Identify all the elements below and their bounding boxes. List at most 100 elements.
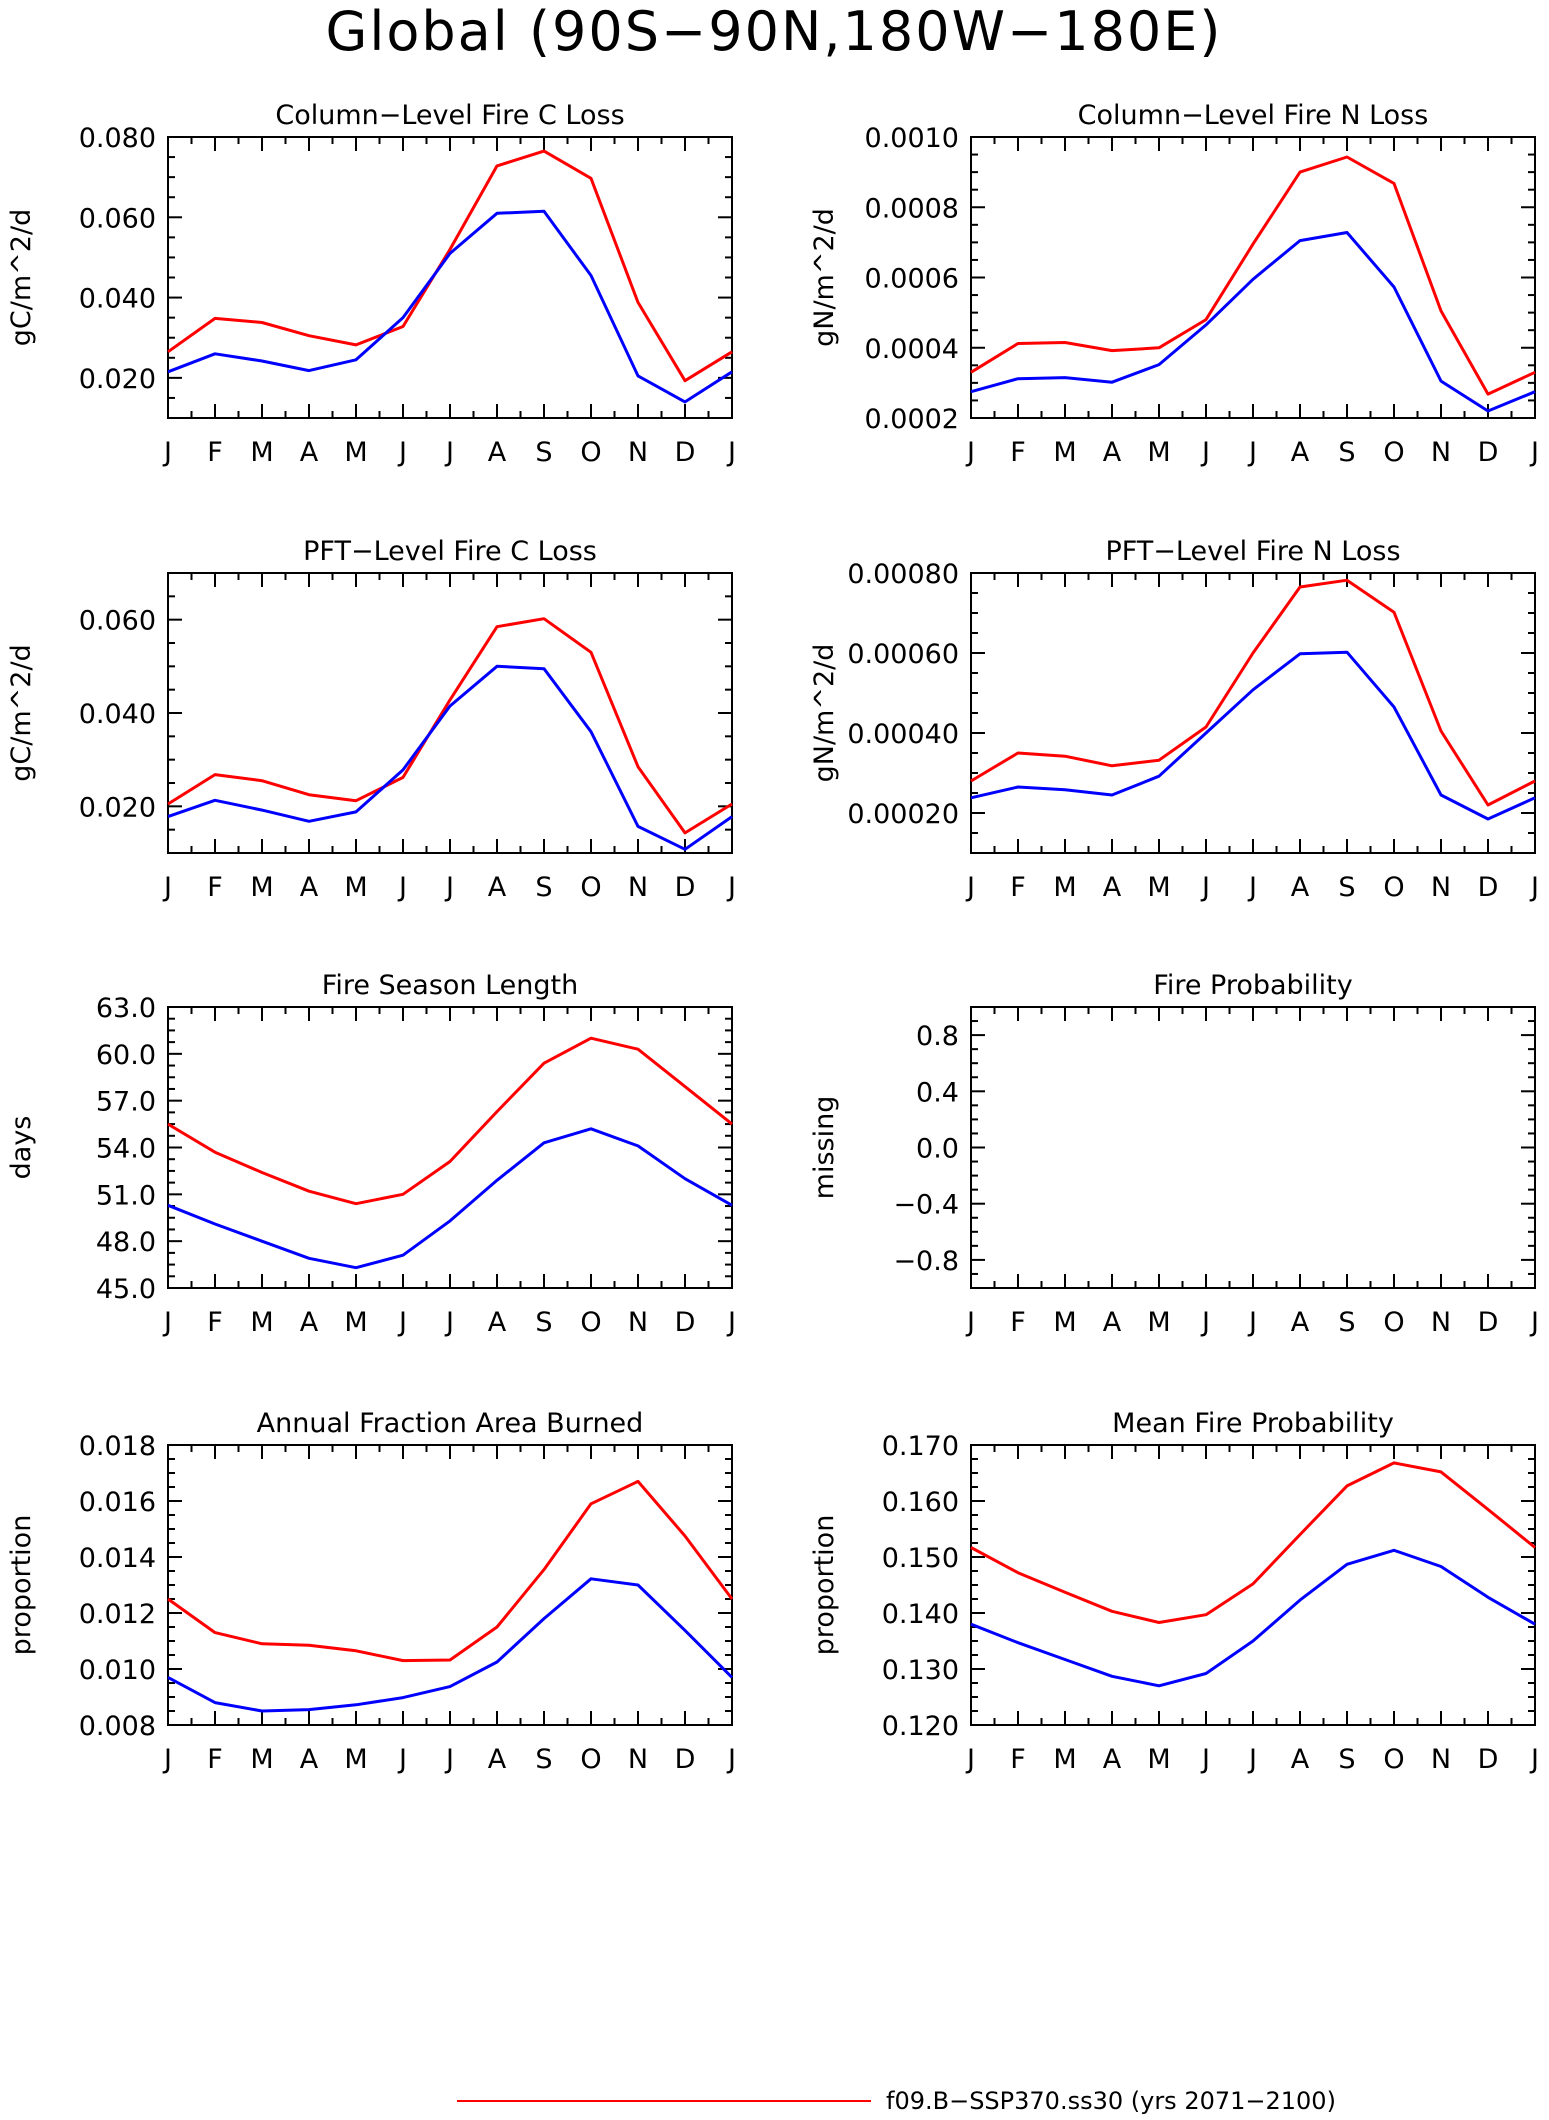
x-tick-label: A [1291,872,1310,903]
series-line-red [970,1461,1536,1624]
x-tick-label: O [580,1307,601,1338]
x-tick-label: J [726,1307,736,1338]
x-tick-label: J [1529,1744,1539,1775]
legend: f09.B−SSP370.ss30 (yrs 2071−2100) [457,2087,1336,2115]
x-tick-label: S [535,872,552,903]
y-axis-label: missing [809,1096,840,1200]
x-tick-label: A [300,1744,319,1775]
y-tick-label: 0.4 [916,1077,959,1108]
y-tick-label: 0.120 [882,1711,959,1742]
y-tick-label: 45.0 [96,1274,156,1305]
x-tick-label: S [535,1744,552,1775]
x-tick-label: J [965,437,975,468]
x-tick-label: S [535,437,552,468]
x-tick-label: A [1103,1744,1122,1775]
chart-title: Mean Fire Probability [1112,1408,1394,1439]
x-tick-label: D [675,872,696,903]
series-line-red [167,1479,734,1663]
y-tick-label: 0.040 [79,699,156,730]
x-tick-label: M [1147,1744,1170,1775]
chart-title: Annual Fraction Area Burned [257,1408,644,1439]
x-tick-label: A [1291,437,1310,468]
plot-frame [167,136,733,419]
y-tick-label: 0.040 [79,284,156,315]
y-axis-label: gN/m^2/d [809,208,840,347]
y-tick-label: 0.060 [79,203,156,234]
x-tick-label: M [250,1307,273,1338]
y-axis-label: gC/m^2/d [6,644,37,781]
figure-title: Global (90S−90N,180W−180E) [326,0,1223,63]
x-tick-label: J [1247,872,1257,903]
x-tick-label: N [1431,437,1451,468]
x-tick-label: D [675,1307,696,1338]
x-tick-label: D [1478,437,1499,468]
y-tick-label: 0.0004 [865,334,959,365]
x-tick-label: O [580,872,601,903]
y-tick-label: 0.010 [79,1655,156,1686]
plot-frame [167,1006,733,1289]
x-tick-label: A [1103,437,1122,468]
x-tick-label: J [1529,437,1539,468]
y-tick-label: 48.0 [96,1227,156,1258]
y-tick-label: 0.130 [882,1655,959,1686]
x-tick-label: A [300,437,319,468]
x-tick-label: N [1431,1744,1451,1775]
y-tick-label: 0.020 [79,792,156,823]
x-tick-label: M [250,437,273,468]
x-tick-label: D [675,1744,696,1775]
x-tick-label: J [726,872,736,903]
chart-title: PFT−Level Fire N Loss [1105,536,1400,567]
x-tick-label: O [580,1744,601,1775]
x-tick-label: J [397,437,407,468]
x-tick-label: J [444,437,454,468]
x-tick-label: M [1053,872,1076,903]
x-tick-label: J [444,1744,454,1775]
x-tick-label: D [1478,1744,1499,1775]
x-tick-label: M [1053,1744,1076,1775]
x-tick-label: J [1200,872,1210,903]
x-tick-label: F [1010,437,1026,468]
y-tick-label: 0.00020 [847,799,959,830]
x-tick-label: M [250,1744,273,1775]
x-tick-label: M [1053,1307,1076,1338]
y-tick-label: 63.0 [96,993,156,1024]
x-tick-label: A [1103,1307,1122,1338]
x-tick-label: O [1383,872,1404,903]
y-tick-label: 0.014 [79,1543,156,1574]
x-tick-label: F [1010,1744,1026,1775]
x-tick-label: S [535,1307,552,1338]
y-tick-label: 0.00060 [847,639,959,670]
x-tick-label: N [628,1307,648,1338]
x-tick-label: S [1338,437,1355,468]
x-tick-label: J [397,1307,407,1338]
series-line-red [167,617,733,835]
x-tick-label: F [207,1744,223,1775]
y-tick-label: 57.0 [96,1087,156,1118]
x-tick-label: M [1147,872,1170,903]
y-tick-label: 0.020 [79,364,156,395]
x-tick-label: D [1478,872,1499,903]
x-tick-label: J [444,872,454,903]
x-tick-label: J [1200,1744,1210,1775]
x-tick-label: D [675,437,696,468]
x-tick-label: O [580,437,601,468]
y-tick-label: 54.0 [96,1134,156,1165]
series-line-blue [167,664,733,851]
y-tick-label: 0.170 [882,1431,959,1462]
x-tick-label: N [628,1744,648,1775]
x-tick-label: J [444,1307,454,1338]
y-tick-label: 0.0 [916,1134,959,1165]
x-tick-label: J [1200,1307,1210,1338]
y-tick-label: 0.0002 [865,404,959,435]
y-tick-label: 0.008 [79,1711,156,1742]
x-tick-label: J [726,437,736,468]
plot-frame [167,572,733,854]
